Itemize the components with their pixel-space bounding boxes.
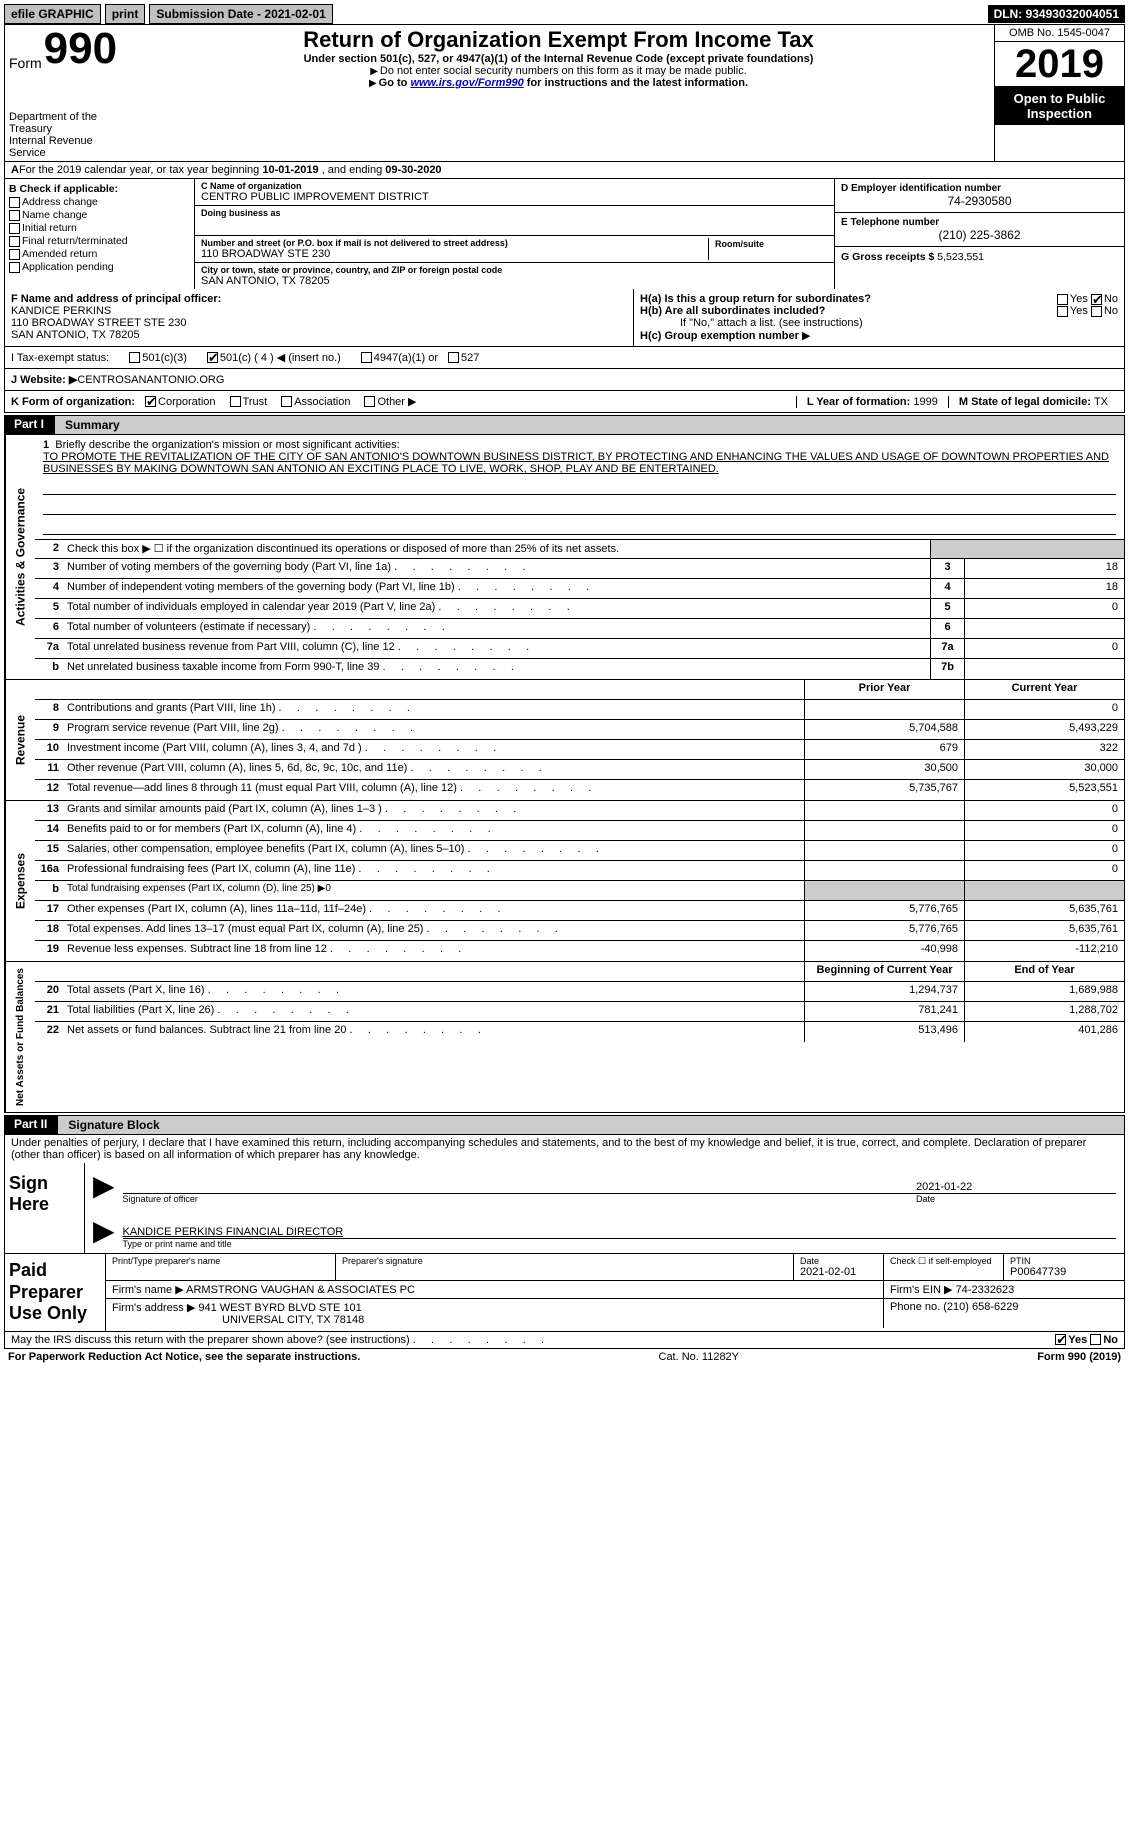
omb-number: OMB No. 1545-0047 [995,25,1124,42]
line-b: b Total fundraising expenses (Part IX, c… [35,881,1124,901]
form-title: Return of Organization Exempt From Incom… [127,27,990,53]
form-subtitle: Under section 501(c), 527, or 4947(a)(1)… [127,53,990,65]
line-7a: 7a Total unrelated business revenue from… [35,639,1124,659]
line-b: b Net unrelated business taxable income … [35,659,1124,679]
dept-treasury: Department of the Treasury [9,111,119,135]
col-H: H(a) Is this a group return for subordin… [634,289,1124,346]
irs-link[interactable]: www.irs.gov/Form990 [410,77,523,89]
line-8: 8 Contributions and grants (Part VIII, l… [35,700,1124,720]
col-F: F Name and address of principal officer:… [5,289,634,346]
section-BCDE: B Check if applicable: Address change Na… [4,179,1125,289]
revenue-section: Revenue Prior Year Current Year 8 Contri… [4,680,1125,801]
col-DE: D Employer identification number 74-2930… [834,179,1124,289]
line-15: 15 Salaries, other compensation, employe… [35,841,1124,861]
line-5: 5 Total number of individuals employed i… [35,599,1124,619]
paid-preparer: Paid Preparer Use Only Print/Type prepar… [4,1254,1125,1332]
instructions-link: Go to www.irs.gov/Form990 for instructio… [127,77,990,89]
line-6: 6 Total number of volunteers (estimate i… [35,619,1124,639]
row-I: I Tax-exempt status: 501(c)(3) 501(c) ( … [4,347,1125,369]
expenses-section: Expenses 13 Grants and similar amounts p… [4,801,1125,962]
form-number: Form990 [9,27,119,71]
line-11: 11 Other revenue (Part VIII, column (A),… [35,760,1124,780]
open-public: Open to Public Inspection [995,87,1124,125]
perjury-text: Under penalties of perjury, I declare th… [4,1135,1125,1163]
line-12: 12 Total revenue—add lines 8 through 11 … [35,780,1124,800]
efile-tag: efile GRAPHIC [4,4,101,24]
line-20: 20 Total assets (Part X, line 16) 1,294,… [35,982,1124,1002]
row-J: J Website: ▶ CENTROSANANTONIO.ORG [4,369,1125,391]
line-3: 3 Number of voting members of the govern… [35,559,1124,579]
part-I-header: Part I Summary [4,415,1125,435]
part-II-header: Part II Signature Block [4,1115,1125,1135]
line-4: 4 Number of independent voting members o… [35,579,1124,599]
row-KLM: K Form of organization: Corporation Trus… [4,391,1125,413]
col-B: B Check if applicable: Address change Na… [5,179,195,289]
top-bar: efile GRAPHIC print Submission Date - 20… [4,4,1125,24]
line-14: 14 Benefits paid to or for members (Part… [35,821,1124,841]
col-C: C Name of organization CENTRO PUBLIC IMP… [195,179,834,289]
line-21: 21 Total liabilities (Part X, line 26) 7… [35,1002,1124,1022]
discuss-row: May the IRS discuss this return with the… [4,1332,1125,1349]
line-16a: 16a Professional fundraising fees (Part … [35,861,1124,881]
header-frame: Form990 Department of the Treasury Inter… [4,24,1125,162]
line-9: 9 Program service revenue (Part VIII, li… [35,720,1124,740]
line-22: 22 Net assets or fund balances. Subtract… [35,1022,1124,1042]
dept-irs: Internal Revenue Service [9,135,119,159]
line-17: 17 Other expenses (Part IX, column (A), … [35,901,1124,921]
line-18: 18 Total expenses. Add lines 13–17 (must… [35,921,1124,941]
row-FGH: F Name and address of principal officer:… [4,289,1125,347]
tax-year: 2019 [995,42,1124,87]
row-A: AFor the 2019 calendar year, or tax year… [4,162,1125,179]
line-19: 19 Revenue less expenses. Subtract line … [35,941,1124,961]
line-10: 10 Investment income (Part VIII, column … [35,740,1124,760]
dln: DLN: 93493032004051 [988,5,1125,23]
sign-here: Sign Here ▶ 2021-01-22 Signature of offi… [4,1163,1125,1254]
line-13: 13 Grants and similar amounts paid (Part… [35,801,1124,821]
subdate: Submission Date - 2021-02-01 [149,4,332,24]
ssn-warning: Do not enter social security numbers on … [127,65,990,77]
page-footer: For Paperwork Reduction Act Notice, see … [4,1349,1125,1365]
print-btn[interactable]: print [105,4,146,24]
activities-governance: Activities & Governance 1 Briefly descri… [4,435,1125,680]
netassets-section: Net Assets or Fund Balances Beginning of… [4,962,1125,1113]
